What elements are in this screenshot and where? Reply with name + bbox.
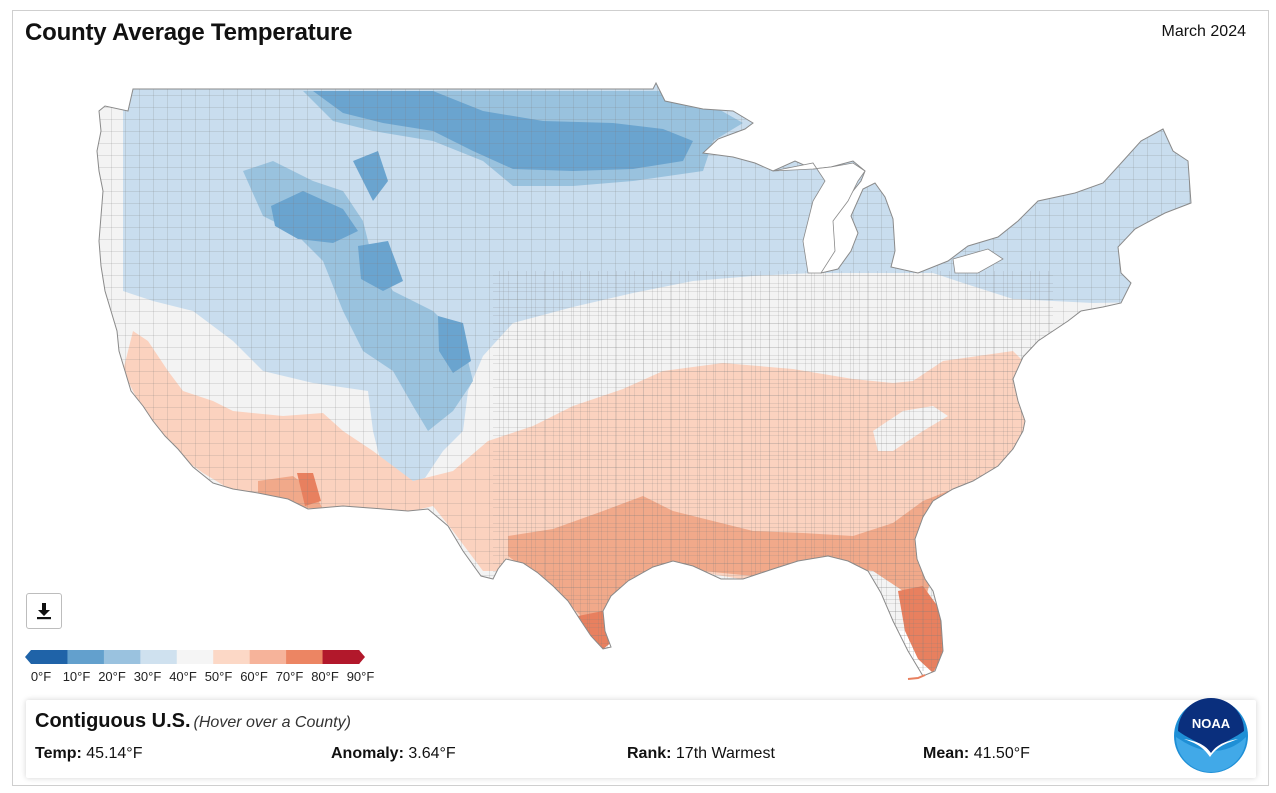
legend-label: 60°F <box>240 669 268 684</box>
legend-swatch <box>31 650 68 664</box>
download-button[interactable] <box>26 593 62 629</box>
legend-swatch <box>67 650 105 664</box>
mean-label: Mean: <box>923 745 970 762</box>
info-panel: Contiguous U.S. (Hover over a County) Tem… <box>26 698 1256 778</box>
legend-label: 20°F <box>98 669 126 684</box>
legend-label: 0°F <box>30 669 52 684</box>
noaa-logo-icon: NOAA <box>1174 698 1248 773</box>
us-county-map[interactable] <box>13 11 1270 701</box>
temp-stat: Temp: 45.14°F <box>35 745 142 763</box>
noaa-logo-text: NOAA <box>1192 716 1231 731</box>
mean-value: 41.50°F <box>973 745 1030 762</box>
hover-hint: (Hover over a County) <box>193 714 351 731</box>
rank-value: 17th Warmest <box>675 745 775 762</box>
legend-label: 70°F <box>275 669 304 684</box>
legend-labels: 0°F 10°F 20°F 30°F 40°F 50°F 60°F 70°F 80°F 90°F <box>25 669 374 687</box>
anomaly-value: 3.64°F <box>408 745 456 762</box>
legend-arrow-left <box>25 650 31 664</box>
legend-label: 90°F <box>346 669 375 684</box>
legend-arrow-right <box>359 650 365 664</box>
legend-swatch <box>322 650 360 664</box>
legend-label: 40°F <box>169 669 197 684</box>
anomaly-label: Anomaly: <box>331 745 404 762</box>
mean-stat: Mean: 41.50°F <box>923 745 1030 763</box>
legend-label: 10°F <box>62 669 91 684</box>
legend-label: 30°F <box>133 669 162 684</box>
download-icon <box>37 603 51 620</box>
temp-value: 45.14°F <box>86 745 143 762</box>
legend-label: 50°F <box>204 669 233 684</box>
legend-swatch <box>103 650 141 664</box>
map-frame: County Average Temperature March 2024 <box>12 10 1269 786</box>
temp-label: Temp: <box>35 745 82 762</box>
florida-keys <box>907 674 926 680</box>
legend-color-bar <box>25 650 365 664</box>
legend-swatch <box>249 650 287 664</box>
temperature-legend: 0°F 10°F 20°F 30°F 40°F 50°F 60°F 70°F 80°F 90°F <box>25 649 374 689</box>
info-region-title: Contiguous U.S. (Hover over a County) <box>35 710 351 733</box>
legend-swatch <box>176 650 214 664</box>
map-title: County Average Temperature <box>25 19 353 46</box>
county-borders-east <box>493 271 1053 671</box>
rank-stat: Rank: 17th Warmest <box>627 745 775 763</box>
region-name: Contiguous U.S. <box>35 710 191 732</box>
legend-swatch <box>213 650 251 664</box>
period-label: March 2024 <box>1161 23 1247 40</box>
anomaly-stat: Anomaly: 3.64°F <box>331 745 456 763</box>
legend-label: 80°F <box>311 669 339 684</box>
great-lakes <box>772 162 1004 274</box>
legend-swatch <box>140 650 178 664</box>
rank-label: Rank: <box>627 745 672 762</box>
legend-swatch <box>286 650 324 664</box>
